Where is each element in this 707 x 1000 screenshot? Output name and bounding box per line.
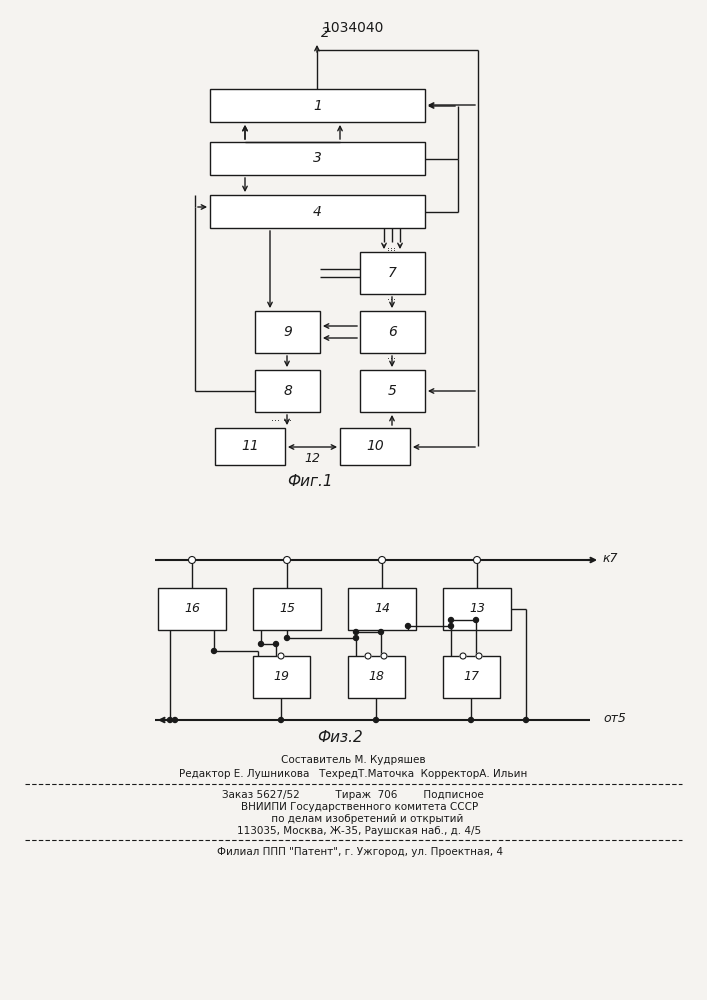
Circle shape <box>378 630 383 635</box>
Bar <box>210 142 425 175</box>
Circle shape <box>474 617 479 622</box>
Text: 13: 13 <box>469 602 485 615</box>
Bar <box>360 252 425 294</box>
Circle shape <box>476 653 482 659</box>
Text: от5: от5 <box>603 712 626 726</box>
Bar <box>253 588 321 630</box>
Text: ...: ... <box>387 241 397 251</box>
Bar <box>255 311 320 353</box>
Circle shape <box>189 556 196 564</box>
Text: 15: 15 <box>279 602 295 615</box>
Text: Филиал ППП "Патент", г. Ужгород, ул. Проектная, 4: Филиал ППП "Патент", г. Ужгород, ул. Про… <box>204 847 503 857</box>
Text: ...: ... <box>387 351 397 361</box>
Bar <box>215 428 285 465</box>
Circle shape <box>448 617 453 622</box>
Text: ...: ... <box>387 243 397 253</box>
Bar <box>348 588 416 630</box>
Text: ...: ... <box>271 413 279 423</box>
Bar <box>255 370 320 412</box>
Text: 14: 14 <box>374 602 390 615</box>
Text: Составитель М. Кудряшев: Составитель М. Кудряшев <box>281 755 426 765</box>
Text: 4: 4 <box>313 205 322 219</box>
Text: 3: 3 <box>313 151 322 165</box>
Text: Заказ 5627/52           Тираж  706        Подписное: Заказ 5627/52 Тираж 706 Подписное <box>222 790 484 800</box>
Text: 7: 7 <box>388 266 397 280</box>
Bar <box>360 370 425 412</box>
Circle shape <box>373 718 378 722</box>
Text: Редактор Е. Лушникова   ТехредТ.Маточка  КорректорА. Ильин: Редактор Е. Лушникова ТехредТ.Маточка Ко… <box>179 769 527 779</box>
Circle shape <box>173 718 177 722</box>
Circle shape <box>284 556 291 564</box>
Text: 12: 12 <box>304 452 320 466</box>
Circle shape <box>279 718 284 722</box>
Bar <box>340 428 410 465</box>
Circle shape <box>460 653 466 659</box>
Text: 17: 17 <box>464 670 479 684</box>
Circle shape <box>474 556 481 564</box>
Circle shape <box>406 624 411 629</box>
Text: 1034040: 1034040 <box>322 21 384 35</box>
Text: 113035, Москва, Ж-35, Раушская наб., д. 4/5: 113035, Москва, Ж-35, Раушская наб., д. … <box>224 826 481 836</box>
Bar <box>253 656 310 698</box>
Text: ВНИИПИ Государственного комитета СССР: ВНИИПИ Государственного комитета СССР <box>228 802 478 812</box>
Circle shape <box>354 630 358 635</box>
Circle shape <box>469 718 474 722</box>
Text: Фиг.1: Фиг.1 <box>287 475 333 489</box>
Text: 5: 5 <box>388 384 397 398</box>
Circle shape <box>448 624 453 629</box>
Circle shape <box>381 653 387 659</box>
Bar <box>443 588 511 630</box>
Circle shape <box>284 636 289 641</box>
Circle shape <box>211 648 216 654</box>
Text: 8: 8 <box>283 384 292 398</box>
Circle shape <box>354 636 358 641</box>
Text: 1: 1 <box>313 99 322 112</box>
Bar <box>158 588 226 630</box>
Text: 6: 6 <box>388 325 397 339</box>
Text: 11: 11 <box>241 440 259 454</box>
Circle shape <box>259 642 264 647</box>
Text: 10: 10 <box>366 440 384 454</box>
Circle shape <box>365 653 371 659</box>
Circle shape <box>278 653 284 659</box>
Text: 19: 19 <box>274 670 289 684</box>
Text: 9: 9 <box>283 325 292 339</box>
Bar <box>360 311 425 353</box>
Bar <box>443 656 500 698</box>
Circle shape <box>378 556 385 564</box>
Circle shape <box>168 718 173 722</box>
Text: ...: ... <box>283 413 291 423</box>
Circle shape <box>523 718 529 722</box>
Text: к7: к7 <box>603 552 619 566</box>
Bar <box>348 656 405 698</box>
Text: 18: 18 <box>368 670 385 684</box>
Bar <box>210 195 425 228</box>
Bar <box>210 89 425 122</box>
Text: 2: 2 <box>321 26 330 40</box>
Text: 16: 16 <box>184 602 200 615</box>
Text: ...: ... <box>387 292 397 302</box>
Text: Физ.2: Физ.2 <box>317 730 363 744</box>
Text: по делам изобретений и открытий: по делам изобретений и открытий <box>243 814 464 824</box>
Circle shape <box>274 642 279 647</box>
